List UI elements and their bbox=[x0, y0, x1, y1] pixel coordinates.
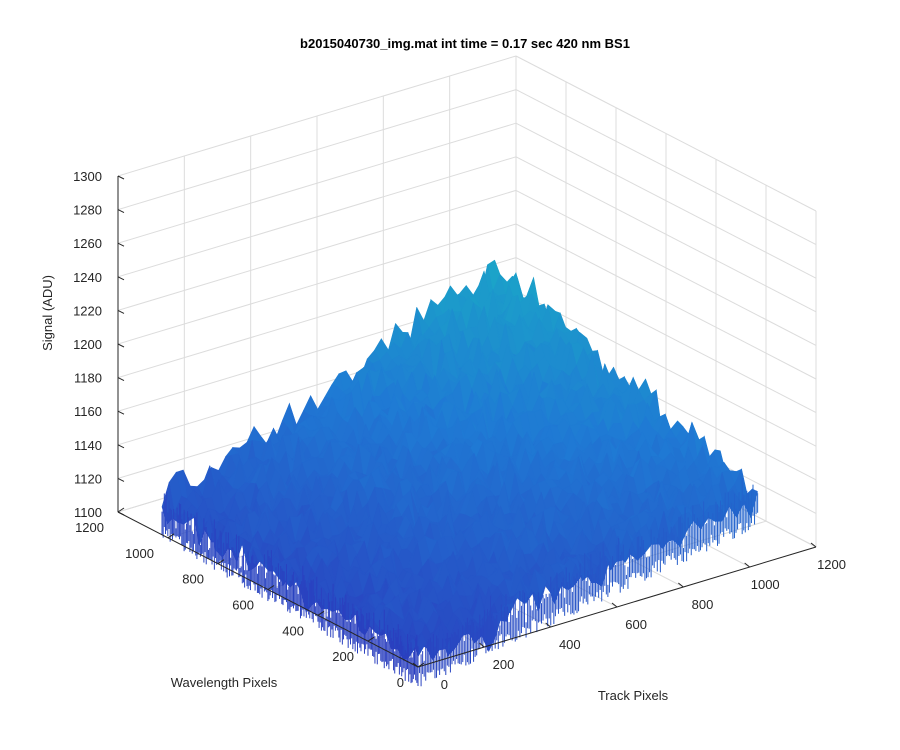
side-wall-grid-line bbox=[515, 223, 817, 380]
z-tick-mark bbox=[117, 242, 125, 247]
y-tick-label: 800 bbox=[182, 572, 204, 587]
z-tick-mark bbox=[117, 343, 125, 348]
x-tick-label: 0 bbox=[441, 677, 448, 692]
x-tick-mark bbox=[744, 562, 750, 568]
axes bbox=[117, 175, 817, 668]
y-tick-label: 200 bbox=[332, 649, 354, 664]
y-tick-label: 1000 bbox=[125, 546, 154, 561]
z-tick-label: 1200 bbox=[73, 337, 102, 352]
z-tick-mark bbox=[117, 276, 125, 281]
z-tick-label: 1220 bbox=[73, 303, 102, 318]
x-tick-mark bbox=[412, 662, 419, 668]
y-tick-mark bbox=[117, 507, 125, 513]
z-axis-label: Signal (ADU) bbox=[40, 275, 55, 351]
z-tick-mark bbox=[117, 175, 125, 180]
z-tick-label: 1140 bbox=[74, 438, 102, 453]
x-tick-label: 800 bbox=[692, 597, 714, 612]
y-tick-label: 600 bbox=[232, 598, 254, 613]
z-tick-label: 1280 bbox=[73, 203, 102, 218]
surface-patch bbox=[412, 638, 426, 658]
side-wall-grid-line bbox=[515, 55, 817, 212]
x-tick-mark bbox=[810, 542, 817, 548]
y-tick-mark bbox=[417, 662, 425, 668]
z-tick-mark bbox=[117, 477, 125, 482]
x-tick-label: 600 bbox=[625, 617, 647, 632]
z-tick-label: 1160 bbox=[74, 404, 102, 419]
x-tick-label: 200 bbox=[493, 657, 515, 672]
z-tick-label: 1260 bbox=[73, 236, 102, 251]
z-tick-mark bbox=[117, 209, 125, 214]
y-tick-mark bbox=[217, 559, 225, 565]
x-tick-label: 400 bbox=[559, 637, 581, 652]
back-wall-grid-line bbox=[117, 55, 517, 177]
z-tick-mark bbox=[117, 410, 125, 415]
back-wall-grid-line bbox=[117, 89, 517, 211]
side-wall-grid-line bbox=[515, 89, 817, 246]
y-axis-label: Wavelength Pixels bbox=[171, 675, 278, 690]
surface bbox=[161, 259, 759, 687]
x-tick-mark bbox=[611, 602, 618, 608]
y-tick-mark bbox=[367, 636, 375, 642]
back-wall-grid-line bbox=[117, 122, 517, 244]
y-tick-mark bbox=[167, 533, 175, 539]
back-wall-grid-line bbox=[117, 223, 517, 345]
chart-title: b2015040730_img.mat int time = 0.17 sec … bbox=[300, 36, 630, 51]
back-wall-grid-line bbox=[117, 189, 517, 311]
side-wall-grid-line bbox=[515, 122, 817, 279]
side-wall-grid-line bbox=[515, 189, 817, 346]
z-tick-label: 1240 bbox=[73, 270, 102, 285]
z-tick-label: 1180 bbox=[74, 371, 102, 386]
y-tick-mark bbox=[317, 610, 325, 616]
z-tick-label: 1120 bbox=[74, 471, 102, 486]
side-wall-grid-line bbox=[515, 156, 817, 313]
z-tick-mark bbox=[117, 444, 125, 449]
x-tick-mark bbox=[678, 582, 684, 588]
side-wall-grid-line bbox=[515, 257, 817, 414]
y-tick-mark bbox=[267, 585, 275, 590]
side-wall-grid-line bbox=[515, 290, 817, 447]
x-tick-label: 1200 bbox=[817, 557, 846, 572]
z-tick-mark bbox=[117, 377, 125, 382]
x-tick-mark bbox=[545, 622, 551, 628]
z-tick-label: 1300 bbox=[73, 169, 102, 184]
z-tick-label: 1100 bbox=[74, 505, 102, 520]
x-tick-mark bbox=[479, 642, 485, 648]
x-tick-label: 1000 bbox=[751, 577, 780, 592]
y-tick-label: 0 bbox=[397, 675, 404, 690]
tick-labels: 0 200 400 600 800 1000 1200 0 200 400 600 800 1000 12… bbox=[73, 169, 846, 692]
z-tick-mark bbox=[117, 309, 125, 314]
back-wall-grid-line bbox=[117, 257, 517, 379]
y-tick-label: 1200 bbox=[75, 520, 104, 535]
x-axis-label: Track Pixels bbox=[598, 688, 669, 703]
y-tick-label: 400 bbox=[282, 623, 304, 638]
z-tick-mark bbox=[117, 511, 125, 516]
back-wall-grid-line bbox=[117, 156, 517, 278]
